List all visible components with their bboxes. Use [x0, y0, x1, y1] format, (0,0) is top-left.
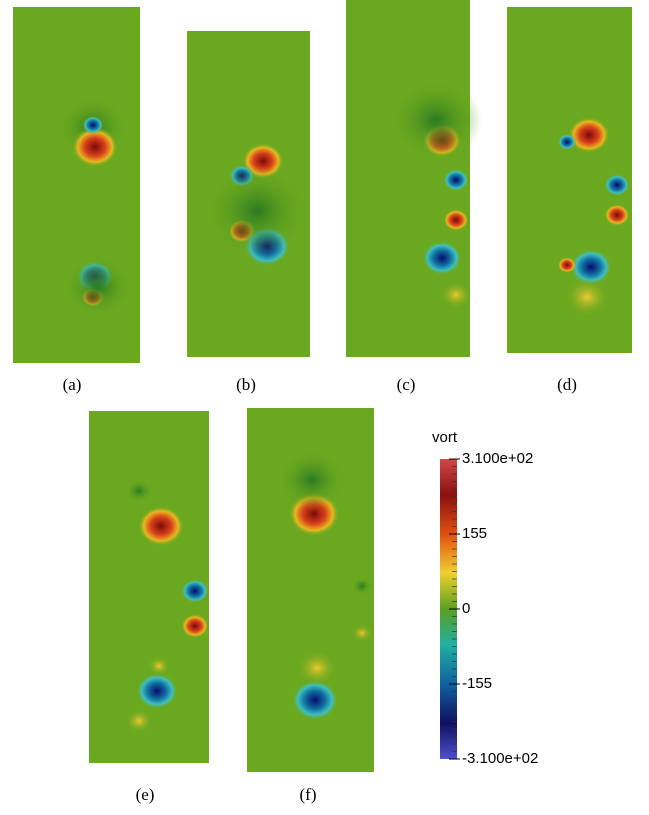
- vortex: [390, 80, 482, 160]
- vortex: [181, 614, 209, 638]
- vortex: [296, 650, 338, 686]
- panel: (a): [13, 7, 140, 394]
- panel-label: (b): [236, 375, 256, 394]
- vortex: [443, 209, 469, 231]
- vortex: [181, 579, 209, 603]
- panel: (b): [187, 31, 310, 394]
- colorbar-title: vort: [432, 429, 458, 446]
- panel-label: (a): [63, 375, 82, 394]
- vortex: [205, 166, 309, 256]
- vortex: [147, 656, 171, 676]
- tick-label: -3.100e+02: [462, 750, 538, 767]
- vortex: [138, 506, 184, 546]
- vortex: [557, 257, 577, 273]
- vortex: [136, 673, 178, 709]
- tick-label: -155: [462, 675, 492, 692]
- vortex: [351, 577, 373, 595]
- panel: (c): [346, 0, 482, 394]
- vortex: [277, 450, 347, 510]
- tick-label: 0: [462, 600, 470, 617]
- vortex: [568, 117, 610, 153]
- vortex: [422, 241, 462, 275]
- panel-label: (f): [300, 785, 317, 804]
- colorbar: vort 3.100e+02 155 0 -155 -3.100e+02: [432, 429, 538, 767]
- vortex: [564, 277, 610, 317]
- vortex: [63, 257, 133, 317]
- tick-label: 3.100e+02: [462, 450, 533, 467]
- vortex: [604, 204, 630, 226]
- panels: (a) (b) (c) (d) (e) (f): [13, 0, 632, 804]
- vortex: [570, 249, 612, 285]
- vortex: [125, 709, 153, 733]
- panel-label: (c): [397, 375, 416, 394]
- vortex: [82, 116, 104, 134]
- vortex: [557, 134, 577, 150]
- tick-label: 155: [462, 525, 487, 542]
- panel: (f): [247, 408, 374, 804]
- vortex: [125, 479, 153, 503]
- vortex: [292, 680, 338, 720]
- vortex: [351, 624, 373, 642]
- panel: (e): [89, 411, 209, 804]
- panel: (d): [507, 7, 632, 394]
- panel-label: (d): [557, 375, 577, 394]
- vortex: [439, 281, 473, 309]
- vortex: [443, 169, 469, 191]
- vortex: [604, 174, 630, 196]
- vortex: [72, 127, 118, 167]
- panel-label: (e): [136, 785, 155, 804]
